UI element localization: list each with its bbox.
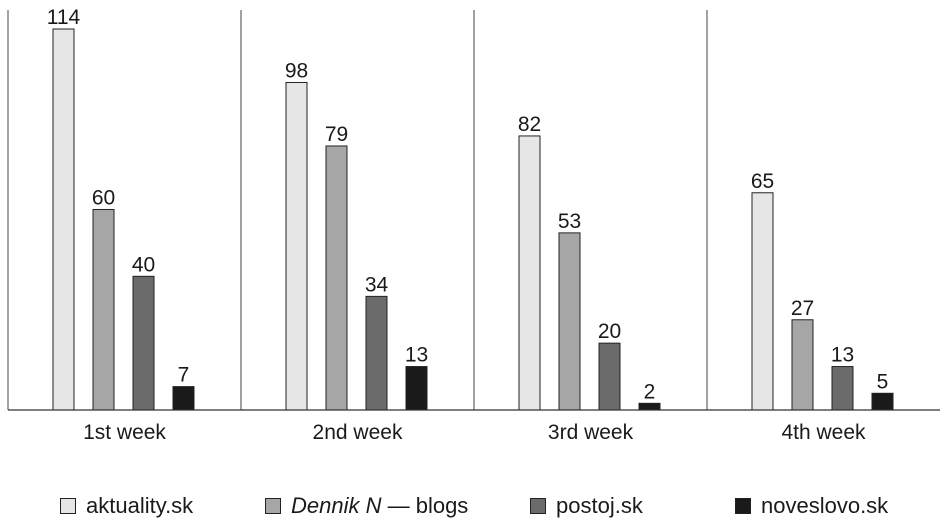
bar-value-label: 82 — [518, 113, 541, 136]
legend-item-dennik-n-blogs: Dennik N — blogs — [265, 493, 468, 519]
bar-value-label: 5 — [877, 370, 889, 393]
legend-swatch — [735, 498, 751, 514]
bar-value-label: 27 — [791, 297, 814, 320]
bar-value-label: 7 — [178, 364, 190, 387]
legend-label: aktuality.sk — [86, 493, 194, 518]
bar — [325, 145, 348, 411]
bar-value-label: 79 — [325, 123, 348, 146]
bar-value-label: 98 — [285, 59, 308, 82]
bar-value-label: 20 — [598, 320, 621, 343]
bar — [638, 402, 661, 411]
category-label: 1st week — [83, 421, 166, 444]
category-labels-layer: 1st week 2nd week 3rd week 4th week — [83, 421, 866, 444]
bar-value-label: 13 — [405, 344, 428, 367]
bar — [92, 208, 115, 411]
legend-swatch — [530, 498, 546, 514]
bar — [518, 135, 541, 411]
bar-value-label: 40 — [132, 253, 155, 276]
legend-label: noveslovo.sk — [761, 493, 889, 518]
legend-label: Dennik N — blogs — [291, 493, 468, 519]
category-label: 2nd week — [313, 421, 403, 444]
bar-value-label: 34 — [365, 273, 389, 296]
legend-item-aktuality: aktuality.sk — [60, 493, 193, 519]
legend-label-italic: Dennik N — [291, 493, 382, 518]
bars-layer — [52, 28, 894, 411]
value-labels-layer: 114 60 40 7 98 79 34 13 82 53 20 2 65 27 13 5 — [47, 6, 889, 403]
bar — [132, 275, 155, 411]
bar-value-label: 114 — [47, 6, 81, 29]
bar — [791, 319, 814, 411]
bar — [52, 28, 75, 411]
bar — [558, 232, 581, 411]
bar — [871, 392, 894, 411]
bar-value-label: 53 — [558, 210, 581, 233]
bar — [831, 366, 854, 411]
bar-value-label: 60 — [92, 186, 115, 209]
legend-swatch — [60, 498, 76, 514]
legend: aktuality.sk Dennik N — blogs postoj.sk … — [0, 493, 940, 521]
bar-value-label: 13 — [831, 344, 854, 367]
bar — [405, 366, 428, 411]
bar — [598, 342, 621, 411]
category-label: 3rd week — [548, 421, 634, 444]
legend-item-postoj: postoj.sk — [530, 493, 643, 519]
bar — [285, 81, 308, 411]
legend-item-noveslovo: noveslovo.sk — [735, 493, 888, 519]
bar — [172, 386, 195, 411]
bar-value-label: 65 — [751, 170, 774, 193]
bar — [751, 192, 774, 411]
bar-value-label: 2 — [644, 380, 656, 403]
group-separators — [7, 10, 708, 410]
bar — [365, 295, 388, 411]
legend-swatch — [265, 498, 281, 514]
category-label: 4th week — [781, 421, 866, 444]
legend-label: postoj.sk — [556, 493, 643, 518]
legend-label-rest: — blogs — [381, 493, 469, 518]
